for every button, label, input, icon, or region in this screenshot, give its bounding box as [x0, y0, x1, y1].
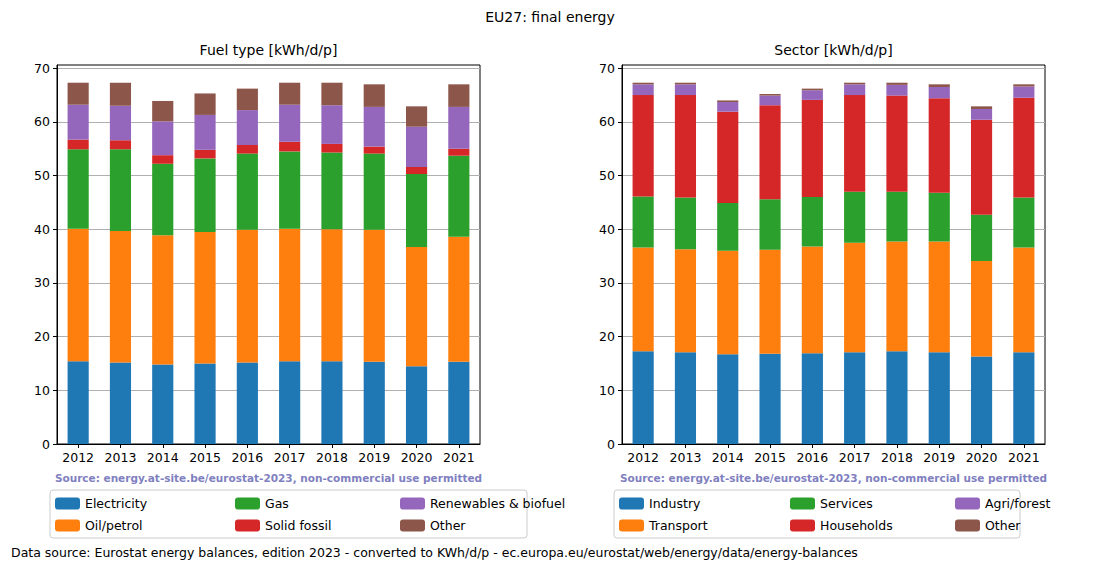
svg-text:2020: 2020 — [401, 450, 433, 465]
svg-text:2017: 2017 — [274, 450, 306, 465]
svg-text:Agri/forest: Agri/forest — [985, 496, 1050, 511]
svg-text:2012: 2012 — [62, 450, 94, 465]
svg-text:2021: 2021 — [443, 450, 475, 465]
svg-text:Households: Households — [820, 518, 893, 533]
svg-text:2017: 2017 — [839, 450, 871, 465]
svg-text:Oil/petrol: Oil/petrol — [85, 518, 143, 533]
svg-text:2015: 2015 — [754, 450, 786, 465]
svg-text:60: 60 — [34, 114, 50, 129]
svg-text:Solid fossil: Solid fossil — [265, 518, 331, 533]
svg-text:2018: 2018 — [881, 450, 913, 465]
svg-text:2016: 2016 — [796, 450, 828, 465]
svg-text:2014: 2014 — [712, 450, 744, 465]
svg-text:Renewables & biofuel: Renewables & biofuel — [430, 496, 565, 511]
svg-text:40: 40 — [34, 222, 50, 237]
svg-text:EU27: final energy: EU27: final energy — [485, 9, 614, 25]
svg-text:10: 10 — [34, 383, 50, 398]
svg-text:Other: Other — [985, 518, 1021, 533]
svg-text:Services: Services — [820, 496, 873, 511]
svg-text:20: 20 — [599, 329, 615, 344]
svg-text:0: 0 — [607, 437, 615, 452]
svg-text:Other: Other — [430, 518, 466, 533]
svg-text:50: 50 — [599, 168, 615, 183]
svg-text:2019: 2019 — [358, 450, 390, 465]
svg-text:Transport: Transport — [648, 518, 708, 533]
svg-text:2016: 2016 — [231, 450, 263, 465]
svg-text:2021: 2021 — [1008, 450, 1040, 465]
svg-text:2020: 2020 — [966, 450, 998, 465]
svg-text:30: 30 — [34, 275, 50, 290]
svg-text:50: 50 — [34, 168, 50, 183]
svg-text:Sector [kWh/d/p]: Sector [kWh/d/p] — [774, 42, 892, 58]
svg-text:10: 10 — [599, 383, 615, 398]
svg-text:2015: 2015 — [189, 450, 221, 465]
svg-text:2014: 2014 — [147, 450, 179, 465]
svg-text:60: 60 — [599, 114, 615, 129]
svg-text:Data source: Eurostat energy b: Data source: Eurostat energy balances, e… — [11, 545, 858, 560]
svg-text:Source: energy.at-site.be/euro: Source: energy.at-site.be/eurostat-2023,… — [55, 472, 482, 484]
svg-text:Industry: Industry — [649, 496, 701, 511]
svg-text:70: 70 — [34, 61, 50, 76]
svg-text:0: 0 — [42, 437, 50, 452]
svg-text:20: 20 — [34, 329, 50, 344]
svg-text:Gas: Gas — [265, 496, 289, 511]
svg-text:2013: 2013 — [670, 450, 702, 465]
svg-text:2018: 2018 — [316, 450, 348, 465]
svg-text:40: 40 — [599, 222, 615, 237]
svg-text:Fuel type [kWh/d/p]: Fuel type [kWh/d/p] — [200, 42, 338, 58]
svg-text:2013: 2013 — [105, 450, 137, 465]
svg-text:2019: 2019 — [923, 450, 955, 465]
svg-text:2012: 2012 — [627, 450, 659, 465]
svg-text:70: 70 — [599, 61, 615, 76]
svg-text:Electricity: Electricity — [85, 496, 148, 511]
svg-text:Source: energy.at-site.be/euro: Source: energy.at-site.be/eurostat-2023,… — [620, 472, 1047, 484]
svg-text:30: 30 — [599, 275, 615, 290]
